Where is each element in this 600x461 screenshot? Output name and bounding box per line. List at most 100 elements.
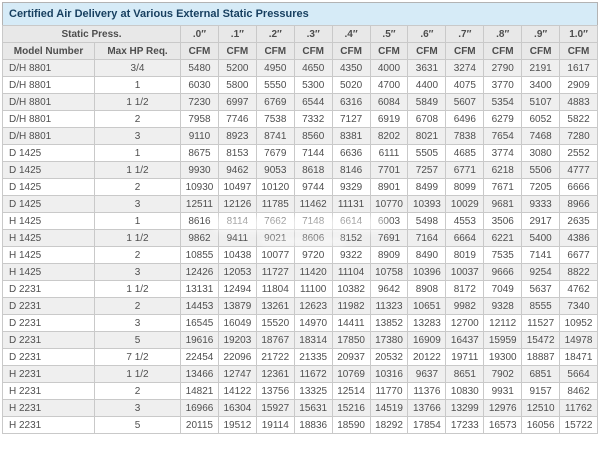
- cfm-value-cell: 12126: [217, 195, 257, 213]
- cfm-value-cell: 19711: [445, 348, 485, 366]
- cfm-value-cell: 14411: [331, 314, 371, 332]
- pressure-header: .6″: [407, 25, 447, 43]
- table-row: D 2231 1 1/2 13131 12494 11804 11100 10382 9642…: [2, 280, 598, 298]
- cfm-value-cell: 11527: [521, 314, 561, 332]
- cfm-value-cell: 15631: [293, 399, 333, 417]
- model-number-cell: D 2231: [2, 297, 95, 315]
- pressure-header: .9″: [521, 25, 561, 43]
- pressure-header: .4″: [331, 25, 371, 43]
- cfm-value-cell: 12976: [483, 399, 523, 417]
- max-hp-cell: 5: [93, 416, 182, 434]
- cfm-value-cell: 11131: [331, 195, 371, 213]
- cfm-unit-header: CFM: [407, 42, 447, 60]
- cfm-value-cell: 3770: [483, 76, 523, 94]
- cfm-value-cell: 9642: [369, 280, 409, 298]
- max-hp-cell: 1 1/2: [93, 161, 182, 179]
- pressure-header: .2″: [255, 25, 295, 43]
- cfm-value-cell: 6316: [331, 93, 371, 111]
- cfm-value-cell: 11104: [331, 263, 371, 281]
- cfm-value-cell: 13766: [407, 399, 447, 417]
- cfm-value-cell: 16573: [483, 416, 523, 434]
- cfm-value-cell: 9254: [521, 263, 561, 281]
- cfm-value-cell: 12511: [180, 195, 219, 213]
- cfm-value-cell: 16909: [407, 331, 447, 349]
- cfm-value-cell: 7958: [180, 110, 219, 128]
- cfm-value-cell: 13879: [217, 297, 257, 315]
- cfm-value-cell: 15927: [255, 399, 295, 417]
- cfm-value-cell: 7468: [521, 127, 561, 145]
- pressure-header: .5″: [369, 25, 409, 43]
- cfm-value-cell: 6919: [369, 110, 409, 128]
- cfm-value-cell: 5849: [407, 93, 447, 111]
- pressure-header: .0″: [180, 25, 219, 43]
- pressure-header: 1.0″: [559, 25, 598, 43]
- cfm-value-cell: 8908: [407, 280, 447, 298]
- cfm-value-cell: 11982: [331, 297, 371, 315]
- cfm-value-cell: 7746: [217, 110, 257, 128]
- cfm-value-cell: 17854: [407, 416, 447, 434]
- cfm-value-cell: 2191: [521, 59, 561, 77]
- cfm-value-cell: 11770: [369, 382, 409, 400]
- max-hp-cell: 2: [93, 110, 182, 128]
- cfm-value-cell: 16437: [445, 331, 485, 349]
- model-number-cell: D/H 8801: [2, 76, 95, 94]
- cfm-value-cell: 20532: [369, 348, 409, 366]
- cfm-value-cell: 10930: [180, 178, 219, 196]
- cfm-value-cell: 7701: [369, 161, 409, 179]
- model-number-cell: D/H 8801: [2, 59, 95, 77]
- cfm-value-cell: 15959: [483, 331, 523, 349]
- cfm-value-cell: 2552: [559, 144, 598, 162]
- cfm-value-cell: 7144: [293, 144, 333, 162]
- max-hp-cell: 1: [93, 144, 182, 162]
- cfm-unit-header: CFM: [483, 42, 523, 60]
- cfm-value-cell: 15520: [255, 314, 295, 332]
- cfm-value-cell: 7141: [521, 246, 561, 264]
- table-body: D/H 8801 3/4 5480 5200 4950 4650 4350 4000 3631 3…: [2, 59, 598, 434]
- cfm-value-cell: 5800: [217, 76, 257, 94]
- cfm-value-cell: 8909: [369, 246, 409, 264]
- table-row: D/H 8801 3/4 5480 5200 4950 4650 4350 4000 3631 3…: [2, 59, 598, 77]
- cfm-value-cell: 3506: [483, 212, 523, 230]
- max-hp-cell: 3: [93, 314, 182, 332]
- cfm-value-cell: 5664: [559, 365, 598, 383]
- table-row: D 2231 5 19616 19203 18767 18314 17850 17380 169…: [2, 331, 598, 349]
- cfm-value-cell: 7280: [559, 127, 598, 145]
- cfm-value-cell: 9021: [255, 229, 295, 247]
- model-number-cell: D 2231: [2, 331, 95, 349]
- table-row: H 1425 2 10855 10438 10077 9720 9322 8909 8490 80…: [2, 246, 598, 264]
- cfm-value-cell: 8741: [255, 127, 295, 145]
- cfm-value-cell: 18767: [255, 331, 295, 349]
- max-hp-cell: 7 1/2: [93, 348, 182, 366]
- cfm-value-cell: 8606: [293, 229, 333, 247]
- cfm-value-cell: 9681: [483, 195, 523, 213]
- cfm-value-cell: 9411: [217, 229, 257, 247]
- cfm-value-cell: 14970: [293, 314, 333, 332]
- cfm-value-cell: 13466: [180, 365, 219, 383]
- model-number-cell: D 2231: [2, 314, 95, 332]
- model-number-cell: D/H 8801: [2, 93, 95, 111]
- cfm-value-cell: 9720: [293, 246, 333, 264]
- cfm-value-cell: 9637: [407, 365, 447, 383]
- cfm-value-cell: 18292: [369, 416, 409, 434]
- pressure-header: .7″: [445, 25, 485, 43]
- cfm-value-cell: 15722: [559, 416, 598, 434]
- max-hp-cell: 1: [93, 76, 182, 94]
- cfm-value-cell: 8019: [445, 246, 485, 264]
- cfm-value-cell: 9328: [483, 297, 523, 315]
- cfm-value-cell: 5480: [180, 59, 219, 77]
- cfm-value-cell: 4075: [445, 76, 485, 94]
- cfm-value-cell: 6030: [180, 76, 219, 94]
- cfm-value-cell: 5300: [293, 76, 333, 94]
- cfm-value-cell: 6997: [217, 93, 257, 111]
- cfm-value-cell: 18836: [293, 416, 333, 434]
- cfm-value-cell: 7671: [483, 178, 523, 196]
- cfm-value-cell: 8146: [331, 161, 371, 179]
- cfm-value-cell: 8490: [407, 246, 447, 264]
- cfm-value-cell: 6084: [369, 93, 409, 111]
- cfm-value-cell: 9930: [180, 161, 219, 179]
- cfm-value-cell: 19616: [180, 331, 219, 349]
- cfm-value-cell: 12700: [445, 314, 485, 332]
- cfm-value-cell: 21722: [255, 348, 295, 366]
- cfm-value-cell: 19512: [217, 416, 257, 434]
- cfm-value-cell: 11762: [559, 399, 598, 417]
